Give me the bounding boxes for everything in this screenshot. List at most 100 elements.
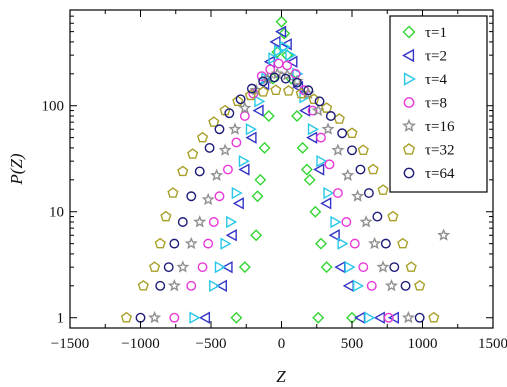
data-point bbox=[347, 145, 357, 156]
x-tick-label: 1500 bbox=[478, 336, 507, 352]
data-point bbox=[383, 312, 394, 323]
data-point bbox=[312, 311, 325, 324]
data-point bbox=[387, 210, 399, 222]
data-point bbox=[285, 48, 297, 62]
legend-item: τ=32 bbox=[402, 143, 455, 159]
data-point bbox=[320, 197, 332, 210]
legend-marker bbox=[403, 72, 416, 86]
data-point bbox=[210, 168, 224, 181]
data-point bbox=[330, 215, 342, 229]
series-4 bbox=[169, 58, 394, 323]
data-point bbox=[163, 262, 174, 273]
legend-item: τ=4 bbox=[403, 72, 447, 88]
data-point bbox=[230, 311, 243, 324]
data-point bbox=[203, 238, 214, 249]
data-point bbox=[218, 143, 232, 156]
data-point bbox=[221, 260, 233, 274]
data-point bbox=[334, 260, 346, 274]
data-point bbox=[231, 137, 242, 148]
data-point bbox=[405, 261, 417, 272]
data-point bbox=[167, 187, 179, 198]
legend-item: τ=64 bbox=[403, 166, 455, 182]
legend-marker bbox=[402, 48, 415, 63]
data-point bbox=[273, 44, 286, 57]
data-point bbox=[184, 236, 198, 250]
data-point bbox=[238, 154, 250, 168]
data-point bbox=[314, 96, 325, 107]
data-point bbox=[414, 279, 426, 291]
data-point bbox=[169, 238, 180, 249]
legend: τ=1 τ=2 τ=4 τ=8 τ=16 τ=32 τ=64 bbox=[389, 15, 488, 193]
data-point bbox=[231, 186, 243, 200]
data-point bbox=[324, 159, 335, 170]
data-point bbox=[286, 55, 298, 68]
data-point bbox=[364, 311, 376, 324]
x-tick-label: −500 bbox=[196, 336, 227, 352]
data-point bbox=[275, 15, 288, 28]
data-point bbox=[280, 68, 294, 81]
legend-label: τ=16 bbox=[425, 119, 455, 135]
x-tick-label: 500 bbox=[341, 336, 364, 352]
data-point bbox=[358, 262, 369, 273]
data-point bbox=[341, 168, 355, 181]
data-point bbox=[387, 311, 399, 324]
data-point bbox=[250, 229, 263, 242]
data-point bbox=[344, 260, 356, 274]
data-point bbox=[280, 73, 291, 84]
data-point bbox=[282, 85, 295, 96]
data-point bbox=[149, 261, 161, 272]
data-point bbox=[246, 83, 257, 94]
data-point bbox=[226, 215, 238, 229]
legend-label: τ=2 bbox=[425, 49, 447, 65]
legend-items: τ=1 τ=2 τ=4 τ=8 τ=16 τ=32 τ=64 bbox=[402, 25, 455, 182]
data-point bbox=[377, 184, 389, 195]
data-point bbox=[368, 236, 382, 250]
data-point bbox=[270, 66, 284, 80]
data-point bbox=[258, 141, 271, 154]
legend-label: τ=64 bbox=[425, 166, 455, 182]
data-point bbox=[367, 163, 379, 175]
data-point bbox=[380, 238, 391, 249]
data-point bbox=[228, 122, 242, 135]
data-point bbox=[198, 311, 211, 324]
data-point bbox=[325, 111, 336, 121]
data-point bbox=[204, 142, 215, 153]
x-tick-label: 0 bbox=[278, 336, 286, 352]
data-point bbox=[224, 108, 235, 119]
data-point bbox=[397, 237, 409, 249]
data-point bbox=[314, 237, 327, 250]
data-point bbox=[154, 237, 166, 249]
data-point bbox=[414, 312, 425, 323]
legend-item: τ=16 bbox=[402, 118, 455, 135]
data-point bbox=[303, 85, 314, 96]
legend-item: τ=8 bbox=[403, 96, 447, 112]
data-point bbox=[309, 205, 322, 218]
data-point bbox=[341, 217, 352, 227]
data-point bbox=[437, 228, 451, 241]
legend-marker bbox=[402, 143, 416, 155]
x-tick-label: −1000 bbox=[121, 336, 159, 352]
y-tick-label: 100 bbox=[42, 99, 65, 115]
data-point bbox=[265, 64, 276, 75]
data-point bbox=[307, 123, 319, 136]
data-point bbox=[239, 111, 250, 121]
series-1 bbox=[230, 15, 358, 324]
data-point bbox=[351, 189, 365, 202]
x-tick-label: −1500 bbox=[51, 336, 89, 352]
data-point bbox=[186, 280, 197, 291]
legend-label: τ=8 bbox=[425, 96, 447, 112]
data-point bbox=[222, 164, 233, 175]
data-point bbox=[254, 95, 266, 108]
data-point bbox=[244, 89, 257, 101]
legend-marker bbox=[402, 25, 416, 39]
data-point bbox=[269, 72, 280, 83]
x-axis-title: Z bbox=[276, 367, 286, 386]
legend-label: τ=32 bbox=[425, 143, 455, 159]
data-point bbox=[280, 38, 292, 51]
data-point bbox=[251, 190, 264, 203]
data-point bbox=[279, 40, 291, 53]
data-point bbox=[363, 188, 374, 199]
legend-label: τ=4 bbox=[425, 72, 447, 88]
series-7 bbox=[135, 72, 425, 323]
